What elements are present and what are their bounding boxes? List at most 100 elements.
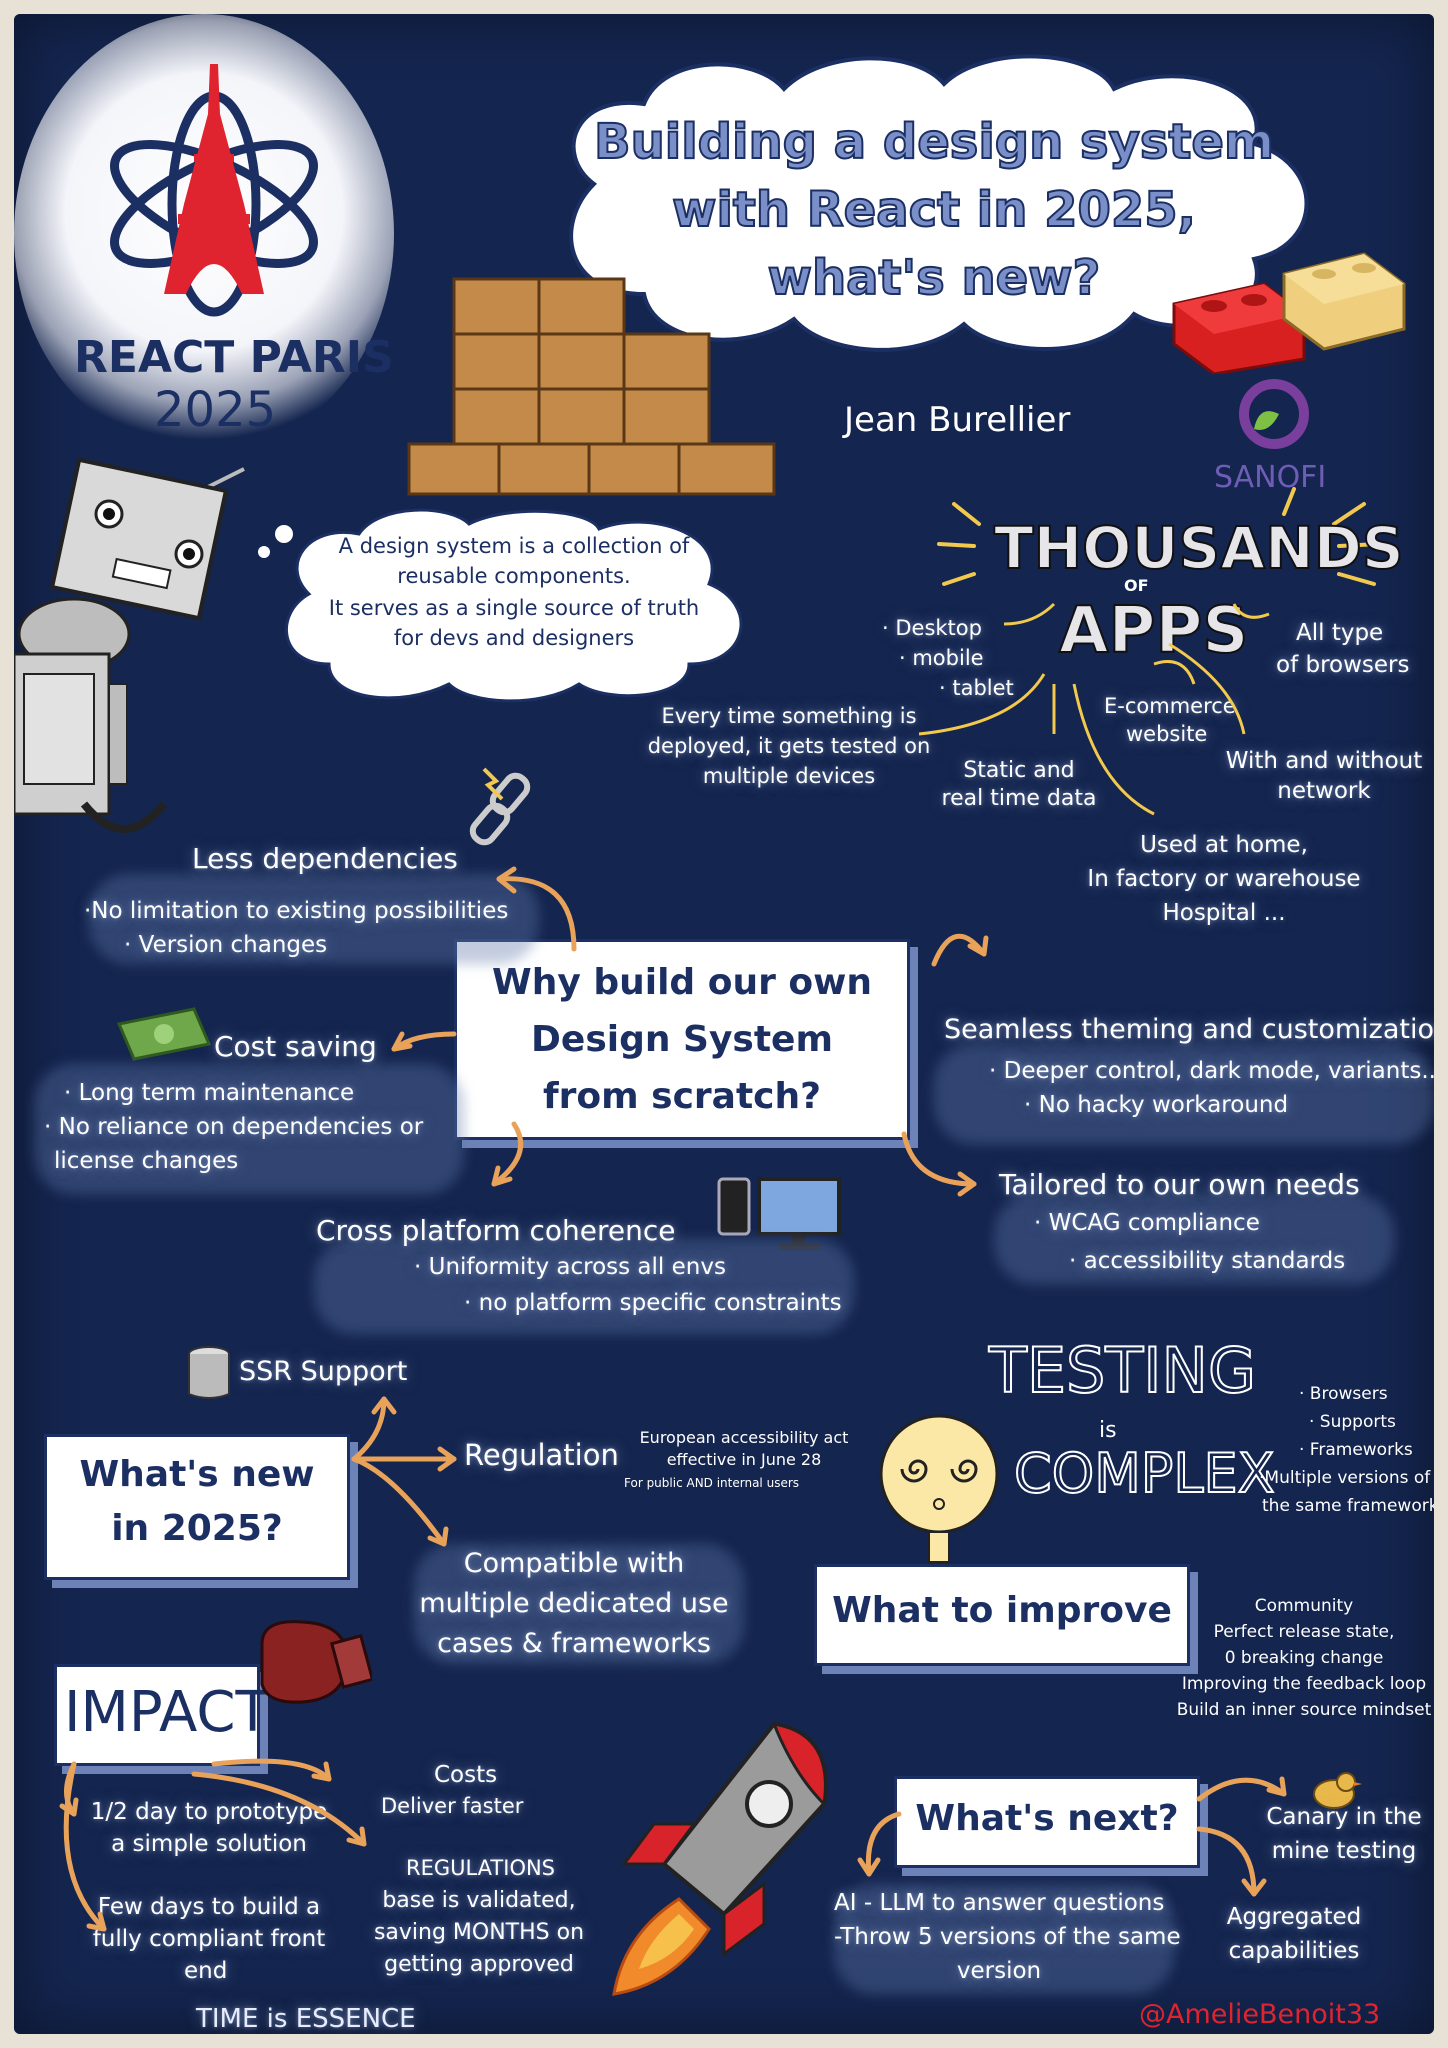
company-name: SANOFI [1214, 460, 1327, 495]
sketchnote-board: REACT PARIS 2025 Building a design syste… [14, 14, 1434, 2034]
impact-prototype-1: 1/2 day to prototype [90, 1799, 328, 1825]
apps-static-1: Static and [963, 758, 1075, 783]
why-question-line3: from scratch? [542, 1076, 822, 1117]
impact-costs-2: Deliver faster [381, 1794, 524, 1818]
impact-regs-4: getting approved [384, 1952, 574, 1977]
act-line-2: effective in June 28 [666, 1450, 822, 1469]
testing-is: is [1099, 1418, 1117, 1443]
speaker-name: Jean Burellier [844, 400, 1071, 440]
theming-item-2: · No hacky workaround [1024, 1092, 1289, 1118]
devices-icon [717, 1177, 841, 1250]
apps-browsers-1: All type [1296, 620, 1384, 646]
title-line1: Building a design system [593, 113, 1275, 171]
title-line3: what's new? [767, 249, 1102, 307]
database-icon [188, 1346, 230, 1399]
sanofi-logo-icon [1239, 379, 1309, 449]
impact-fewdays-2: fully compliant front [92, 1926, 326, 1952]
cross-platform-title: Cross platform coherence [316, 1214, 676, 1247]
testing-complex: COMPLEX [1013, 1441, 1276, 1506]
theming-item-1: · Deeper control, dark mode, variants... [989, 1058, 1434, 1084]
thought-dots [258, 525, 293, 558]
eiffel-tower-atom-icon [110, 64, 318, 317]
definition-line4: for devs and designers [393, 626, 635, 650]
title-cloud [569, 54, 1309, 352]
apps-device-mobile: · mobile [899, 646, 984, 670]
apps-device-desktop: · Desktop [882, 616, 982, 640]
impact-title: IMPACT [64, 1680, 270, 1745]
what-to-improve-title: What to improve [832, 1590, 1172, 1631]
definition-line3: It serves as a single source of truth [328, 596, 700, 620]
why-question-box [454, 939, 910, 1140]
impact-costs-1: Costs [434, 1762, 498, 1788]
definition-cloud [284, 508, 743, 703]
apps-device-tablet: · tablet [939, 676, 1014, 700]
whats-new-line1: What's new [79, 1454, 315, 1495]
apps-tested-2: deployed, it gets tested on [647, 734, 931, 758]
apps-ecommerce-1: E-commerce [1104, 694, 1236, 718]
next-canary-2: mine testing [1271, 1838, 1417, 1864]
tailored-item-2: · accessibility standards [1069, 1248, 1346, 1274]
rocket-icon [612, 1721, 828, 1996]
why-arrows [391, 866, 989, 1197]
dizzy-face-icon [879, 1414, 999, 1563]
tailored-item-1: · WCAG compliance [1034, 1210, 1260, 1236]
impact-fewdays-1: Few days to build a [97, 1894, 321, 1920]
next-ai-3: version [956, 1958, 1042, 1984]
act-note: For public AND internal users [624, 1476, 800, 1490]
new2025-arrows [351, 1396, 457, 1547]
improve-item-2: Perfect release state, [1213, 1622, 1395, 1642]
whats-next-box [894, 1776, 1200, 1868]
apps-used-3: Hospital ... [1162, 900, 1286, 926]
act-line-1: European accessibility act [639, 1428, 849, 1447]
testing-item-2: · Supports [1309, 1412, 1396, 1432]
apps-thousands: THOUSANDS [993, 513, 1405, 583]
testing-item-5: the same framework [1262, 1496, 1434, 1516]
brick-wall-icon [407, 277, 776, 496]
testing-item-3: · Frameworks [1299, 1440, 1413, 1460]
boxing-glove-icon [260, 1620, 372, 1704]
definition-line1: A design system is a collection of [338, 534, 690, 558]
impact-fewdays-3: end [184, 1958, 228, 1984]
cost-item-3: license changes [54, 1148, 239, 1174]
apps-apps: APPS [1058, 593, 1249, 669]
tailored-title: Tailored to our own needs [999, 1168, 1360, 1201]
why-question-line1: Why build our own [492, 962, 872, 1003]
author-signature: @AmelieBenoit33 [1139, 1999, 1381, 2030]
apps-browsers-2: of browsers [1276, 652, 1410, 678]
lego-bricks-icon [1172, 252, 1406, 374]
compatible-line1: Compatible with [463, 1548, 685, 1579]
cost-item-2: · No reliance on dependencies or [44, 1114, 424, 1140]
title-line2: with React in 2025, [671, 181, 1197, 239]
cost-saving-title: Cost saving [214, 1030, 377, 1063]
canary-bird-icon [1313, 1772, 1362, 1809]
testing-item-1: · Browsers [1299, 1384, 1388, 1404]
apps-used-1: Used at home, [1140, 832, 1308, 858]
regulation-label: Regulation [464, 1438, 619, 1472]
impact-regs-3: saving MONTHS on [373, 1920, 585, 1945]
time-is-essence: TIME is ESSENCE [196, 2004, 416, 2034]
next-canary-1: Canary in the [1266, 1804, 1422, 1830]
apps-tested-1: Every time something is [661, 704, 917, 728]
impact-arrows [59, 1758, 367, 1932]
apps-network-2: network [1277, 778, 1371, 804]
money-icon [116, 1007, 212, 1061]
next-aggregated-1: Aggregated [1226, 1904, 1362, 1930]
improve-item-3: 0 breaking change [1224, 1648, 1384, 1668]
impact-regs-1: REGULATIONS [406, 1856, 556, 1880]
impact-regs-2: base is validated, [382, 1888, 576, 1913]
apps-network-1: With and without [1225, 748, 1423, 774]
apps-of: OF [1124, 576, 1149, 595]
apps-rays [937, 487, 1381, 586]
apps-ecommerce-2: website [1126, 722, 1208, 746]
next-ai-1: AI - LLM to answer questions [834, 1890, 1165, 1916]
testing-item-4: ·Multiple versions of [1259, 1468, 1431, 1488]
apps-used-2: In factory or warehouse [1087, 866, 1361, 892]
whats-next-title: What's next? [915, 1798, 1179, 1839]
theming-title: Seamless theming and customization [944, 1014, 1434, 1045]
improve-item-5: Build an inner source mindset [1176, 1700, 1432, 1720]
next-arrows [857, 1776, 1287, 1897]
apps-arrows [918, 602, 1270, 816]
improve-item-4: Improving the feedback loop [1181, 1674, 1427, 1694]
testing-label: TESTING [988, 1333, 1257, 1408]
